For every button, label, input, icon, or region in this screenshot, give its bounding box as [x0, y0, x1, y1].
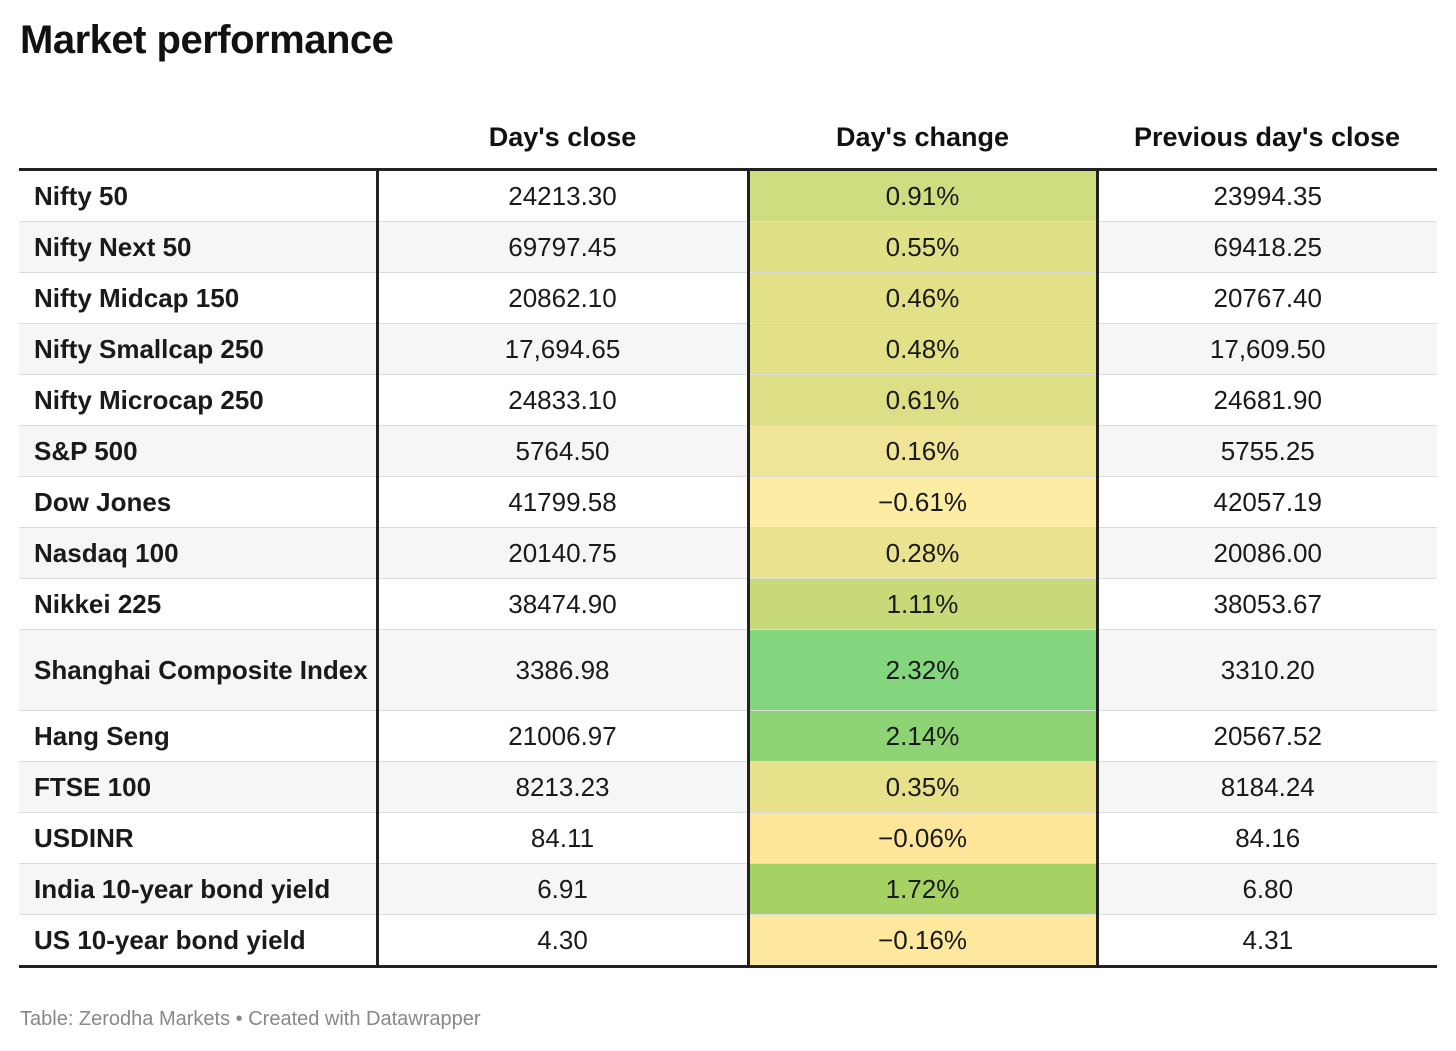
row-days-change: 0.46%: [748, 272, 1099, 324]
row-name: S&P 500: [19, 425, 379, 477]
row-name: FTSE 100: [19, 761, 379, 813]
table-row: FTSE 100 8213.23 0.35% 8184.24: [19, 761, 1437, 813]
header-days-close: Day's close: [377, 106, 748, 171]
header-previous-close: Previous day's close: [1097, 106, 1437, 171]
row-days-close: 20140.75: [377, 527, 750, 579]
table-row: Nifty Next 50 69797.45 0.55% 69418.25: [19, 221, 1437, 273]
row-previous-close: 20086.00: [1097, 527, 1437, 579]
row-days-close: 6.91: [377, 863, 750, 915]
row-previous-close: 84.16: [1097, 812, 1437, 864]
row-name: Hang Seng: [19, 710, 379, 762]
row-days-change: 2.14%: [748, 710, 1099, 762]
row-days-change: 0.28%: [748, 527, 1099, 579]
row-name: Nifty 50: [19, 169, 379, 222]
table-row: Nikkei 225 38474.90 1.11% 38053.67: [19, 578, 1437, 630]
row-days-close: 69797.45: [377, 221, 750, 273]
row-name: Dow Jones: [19, 476, 379, 528]
row-days-close: 41799.58: [377, 476, 750, 528]
table-row: S&P 500 5764.50 0.16% 5755.25: [19, 425, 1437, 477]
row-days-close: 3386.98: [377, 629, 750, 711]
chart-title: Market performance: [20, 18, 394, 62]
row-name: US 10-year bond yield: [19, 914, 379, 968]
row-previous-close: 23994.35: [1097, 169, 1437, 222]
table-row: Hang Seng 21006.97 2.14% 20567.52: [19, 710, 1437, 762]
row-days-change: 0.61%: [748, 374, 1099, 426]
table-row: Nifty Midcap 150 20862.10 0.46% 20767.40: [19, 272, 1437, 324]
row-days-change: 2.32%: [748, 629, 1099, 711]
row-days-change: −0.61%: [748, 476, 1099, 528]
table-row: Nifty Microcap 250 24833.10 0.61% 24681.90: [19, 374, 1437, 426]
row-days-change: 0.48%: [748, 323, 1099, 375]
header-days-change: Day's change: [748, 106, 1097, 171]
market-performance-table: Day's close Day's change Previous day's …: [19, 106, 1437, 968]
row-name: Nifty Microcap 250: [19, 374, 379, 426]
row-days-change: 1.72%: [748, 863, 1099, 915]
row-previous-close: 69418.25: [1097, 221, 1437, 273]
table-row: Nifty 50 24213.30 0.91% 23994.35: [19, 169, 1437, 222]
row-days-change: −0.16%: [748, 914, 1099, 968]
source-footer: Table: Zerodha Markets • Created with Da…: [20, 1008, 481, 1030]
header-name: [19, 106, 377, 171]
row-previous-close: 42057.19: [1097, 476, 1437, 528]
row-days-close: 38474.90: [377, 578, 750, 630]
table-row: Nifty Smallcap 250 17,694.65 0.48% 17,609.5…: [19, 323, 1437, 375]
table-body: Nifty 50 24213.30 0.91% 23994.35 Nifty Next …: [19, 169, 1437, 968]
row-days-close: 84.11: [377, 812, 750, 864]
row-previous-close: 4.31: [1097, 914, 1437, 968]
row-days-change: 0.91%: [748, 169, 1099, 222]
table-row: India 10-year bond yield 6.91 1.72% 6.80: [19, 863, 1437, 915]
row-previous-close: 24681.90: [1097, 374, 1437, 426]
row-previous-close: 17,609.50: [1097, 323, 1437, 375]
row-name: USDINR: [19, 812, 379, 864]
row-name: Nasdaq 100: [19, 527, 379, 579]
table-row: USDINR 84.11 −0.06% 84.16: [19, 812, 1437, 864]
table-row: US 10-year bond yield 4.30 −0.16% 4.31: [19, 914, 1437, 968]
row-previous-close: 20567.52: [1097, 710, 1437, 762]
row-days-change: 0.55%: [748, 221, 1099, 273]
row-previous-close: 6.80: [1097, 863, 1437, 915]
row-days-close: 8213.23: [377, 761, 750, 813]
row-days-close: 4.30: [377, 914, 750, 968]
row-days-close: 24213.30: [377, 169, 750, 222]
row-days-change: 0.16%: [748, 425, 1099, 477]
row-previous-close: 5755.25: [1097, 425, 1437, 477]
row-previous-close: 3310.20: [1097, 629, 1437, 711]
row-days-close: 17,694.65: [377, 323, 750, 375]
row-name: India 10-year bond yield: [19, 863, 379, 915]
row-name: Nifty Next 50: [19, 221, 379, 273]
table-row: Shanghai Composite Index 3386.98 2.32% 3310…: [19, 629, 1437, 711]
row-days-close: 5764.50: [377, 425, 750, 477]
row-days-change: 0.35%: [748, 761, 1099, 813]
row-name: Nifty Smallcap 250: [19, 323, 379, 375]
row-days-close: 24833.10: [377, 374, 750, 426]
table-row: Nasdaq 100 20140.75 0.28% 20086.00: [19, 527, 1437, 579]
row-previous-close: 8184.24: [1097, 761, 1437, 813]
row-days-change: 1.11%: [748, 578, 1099, 630]
row-previous-close: 38053.67: [1097, 578, 1437, 630]
row-days-close: 20862.10: [377, 272, 750, 324]
row-name: Shanghai Composite Index: [19, 629, 379, 711]
row-days-close: 21006.97: [377, 710, 750, 762]
row-previous-close: 20767.40: [1097, 272, 1437, 324]
row-name: Nifty Midcap 150: [19, 272, 379, 324]
header-row: Day's close Day's change Previous day's …: [19, 106, 1437, 171]
table-row: Dow Jones 41799.58 −0.61% 42057.19: [19, 476, 1437, 528]
row-days-change: −0.06%: [748, 812, 1099, 864]
row-name: Nikkei 225: [19, 578, 379, 630]
